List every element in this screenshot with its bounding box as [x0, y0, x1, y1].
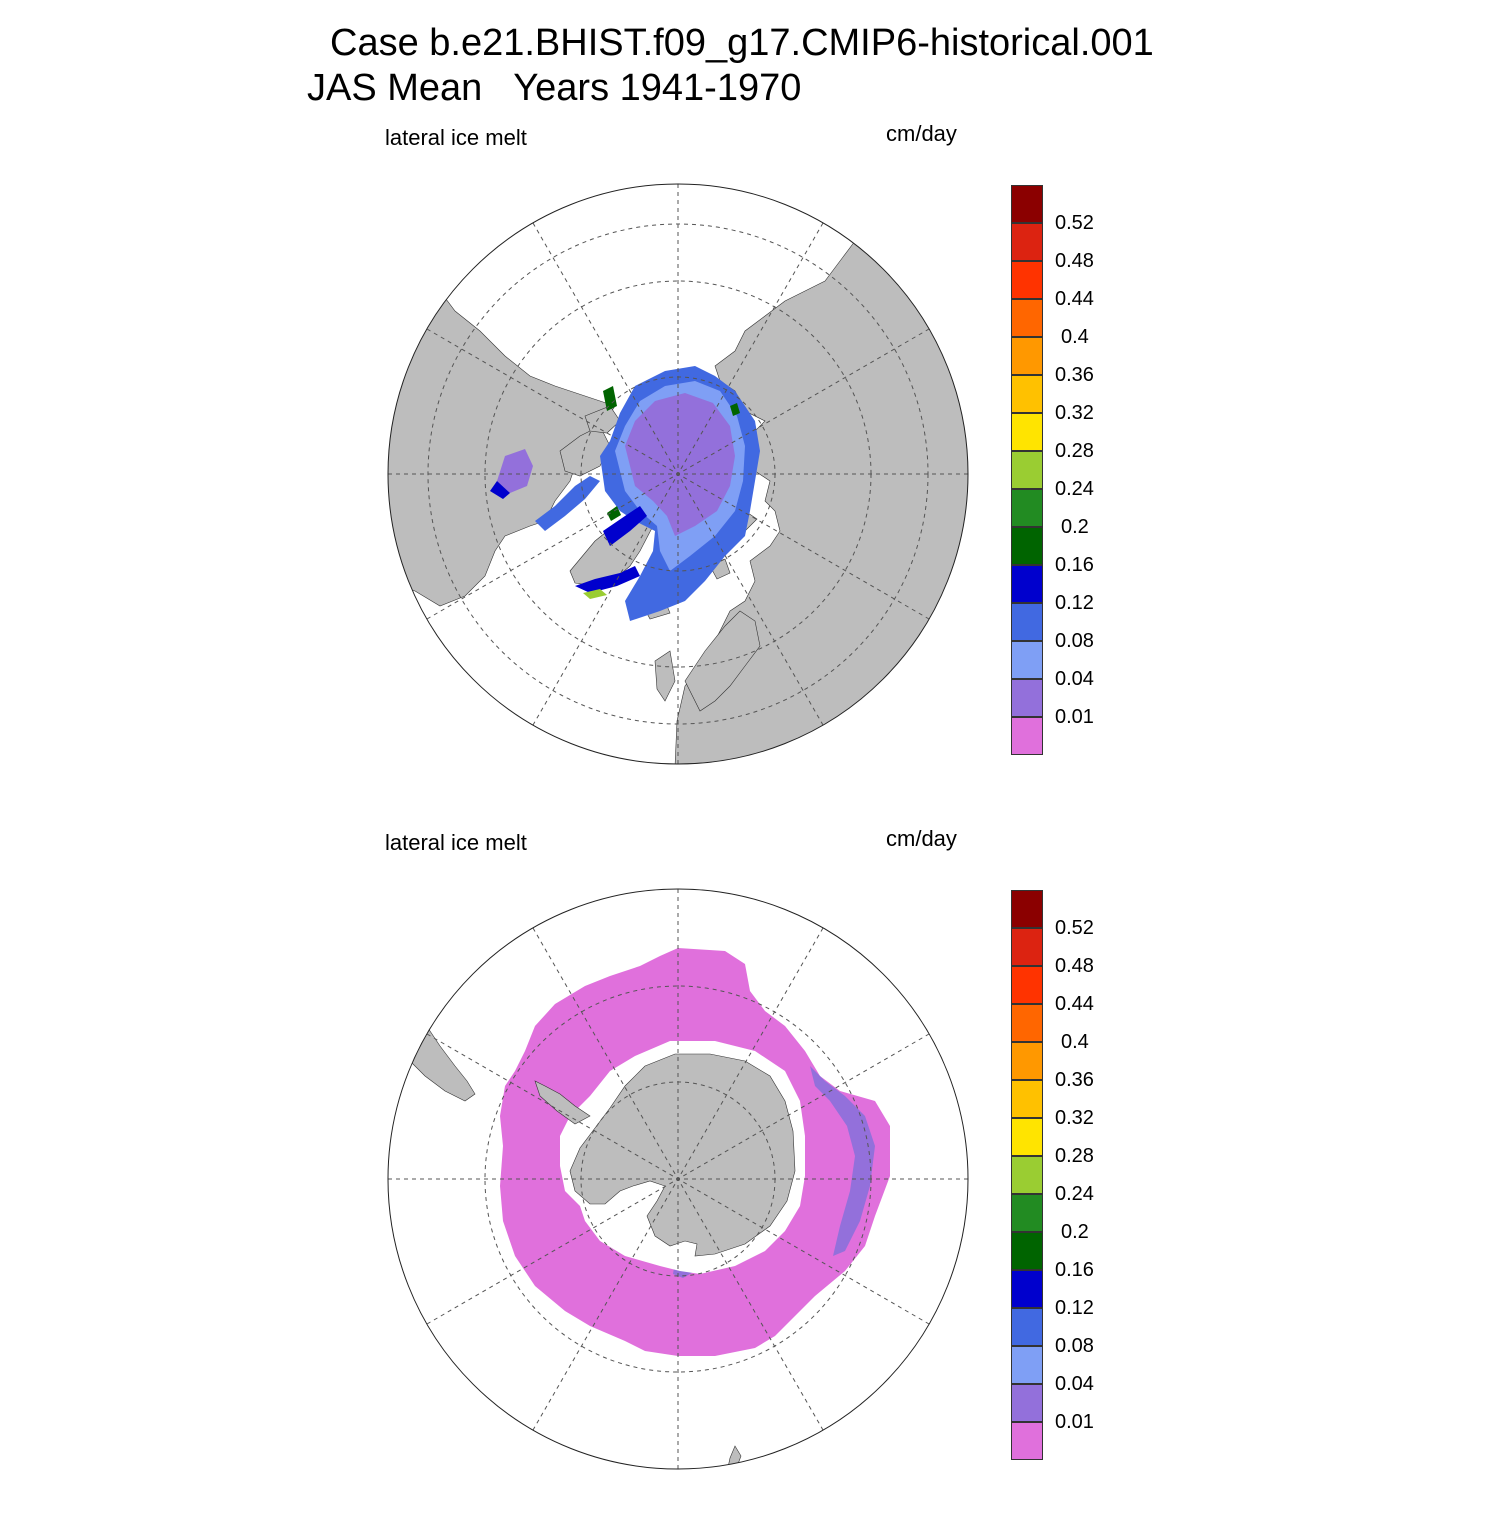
colorbar-swatch	[1011, 185, 1043, 223]
map-boundary	[387, 888, 969, 1470]
colorbar-tick-label: 0.52	[1055, 212, 1094, 234]
colorbar-tick-label: 0.44	[1055, 288, 1094, 310]
panel-northern-hemisphere: lateral ice melt cm/day	[0, 115, 1500, 820]
variable-label: lateral ice melt	[385, 125, 527, 150]
colorbar-swatch	[1011, 1042, 1043, 1080]
map-boundary	[387, 183, 969, 765]
colorbar-swatch	[1011, 375, 1043, 413]
colorbar-swatch	[1011, 1308, 1043, 1346]
colorbar-swatch	[1011, 679, 1043, 717]
units-label: cm/day	[886, 826, 957, 851]
colorbar-tick-label: 0.36	[1055, 364, 1094, 386]
colorbar-tick-label: 0.01	[1055, 1411, 1094, 1433]
colorbar-swatch	[1011, 337, 1043, 375]
panel-southern-hemisphere: lateral ice melt cm/day	[0, 820, 1500, 1525]
antarctica	[569, 1053, 796, 1257]
colorbar: 0.01 0.04 0.08 0.12 0.16 0.2 0.24 0.28 0.32 0.36 0…	[1011, 890, 1131, 1462]
colorbar-swatch	[1011, 261, 1043, 299]
colorbar-tick-label: 0.28	[1055, 1145, 1094, 1167]
colorbar-swatch	[1011, 413, 1043, 451]
colorbar-swatch	[1011, 1194, 1043, 1232]
colorbar-tick-label: 0.44	[1055, 993, 1094, 1015]
colorbar-tick-label: 0.4	[1061, 1031, 1089, 1053]
colorbar-tick-label: 0.52	[1055, 917, 1094, 939]
colorbar-tick-label: 0.16	[1055, 554, 1094, 576]
units-label: cm/day	[886, 121, 957, 146]
colorbar-swatch	[1011, 299, 1043, 337]
colorbar-tick-label: 0.12	[1055, 1297, 1094, 1319]
colorbar-tick-label: 0.08	[1055, 630, 1094, 652]
graticule	[388, 889, 968, 1469]
colorbar-tick-label: 0.04	[1055, 1373, 1094, 1395]
plot-title-line1: Case b.e21.BHIST.f09_g17.CMIP6-historica…	[330, 22, 1154, 64]
colorbar-swatch	[1011, 641, 1043, 679]
colorbar-swatch	[1011, 527, 1043, 565]
colorbar-swatch	[1011, 890, 1043, 928]
colorbar-swatch	[1011, 928, 1043, 966]
colorbar-swatch	[1011, 603, 1043, 641]
colorbar-tick-label: 0.08	[1055, 1335, 1094, 1357]
graticule	[388, 184, 968, 764]
colorbar-swatch	[1011, 1232, 1043, 1270]
colorbar-tick-label: 0.36	[1055, 1069, 1094, 1091]
colorbar-tick-label: 0.2	[1061, 516, 1089, 538]
colorbar-swatch	[1011, 966, 1043, 1004]
colorbar-tick-label: 0.28	[1055, 440, 1094, 462]
colorbar-swatch	[1011, 223, 1043, 261]
colorbar-swatch	[1011, 565, 1043, 603]
colorbar-tick-label: 0.16	[1055, 1259, 1094, 1281]
colorbar-swatch	[1011, 1156, 1043, 1194]
colorbar-tick-label: 0.4	[1061, 326, 1089, 348]
colorbar-tick-label: 0.04	[1055, 668, 1094, 690]
colorbar-swatch	[1011, 1422, 1043, 1460]
colorbar-swatch	[1011, 1384, 1043, 1422]
colorbar: 0.01 0.04 0.08 0.12 0.16 0.2 0.24 0.28 0.32 0.36 0…	[1011, 185, 1131, 757]
colorbar-tick-label: 0.24	[1055, 1183, 1094, 1205]
colorbar-tick-label: 0.01	[1055, 706, 1094, 728]
colorbar-swatch	[1011, 489, 1043, 527]
colorbar-swatch	[1011, 717, 1043, 755]
colorbar-tick-label: 0.32	[1055, 1107, 1094, 1129]
colorbar-tick-label: 0.32	[1055, 402, 1094, 424]
colorbar-tick-label: 0.12	[1055, 592, 1094, 614]
colorbar-tick-label: 0.2	[1061, 1221, 1089, 1243]
colorbar-swatch	[1011, 1346, 1043, 1384]
north-polar-map	[387, 183, 969, 765]
colorbar-swatch	[1011, 451, 1043, 489]
variable-label: lateral ice melt	[385, 830, 527, 855]
ice-melt-field	[490, 366, 760, 621]
colorbar-swatch	[1011, 1270, 1043, 1308]
plot-title-line2: JAS Mean Years 1941-1970	[307, 67, 802, 109]
colorbar-tick-label: 0.48	[1055, 955, 1094, 977]
colorbar-swatch	[1011, 1118, 1043, 1156]
south-polar-map	[387, 888, 969, 1470]
colorbar-swatch	[1011, 1080, 1043, 1118]
colorbar-tick-label: 0.48	[1055, 250, 1094, 272]
colorbar-tick-label: 0.24	[1055, 478, 1094, 500]
colorbar-swatch	[1011, 1004, 1043, 1042]
